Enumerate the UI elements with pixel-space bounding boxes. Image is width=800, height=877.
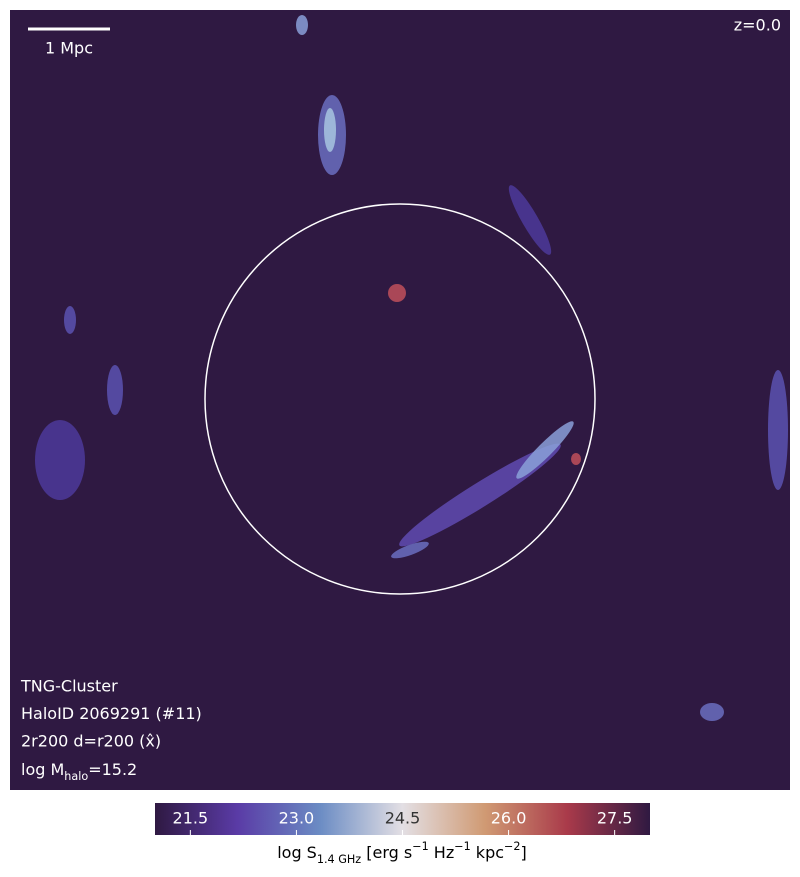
source [388, 284, 406, 302]
colorbar-tick-label: 23.0 [279, 809, 315, 828]
label-part: ] [521, 843, 527, 862]
colorbar-tick-label: 21.5 [173, 809, 209, 828]
info-line: TNG-Cluster [20, 677, 118, 696]
filament [107, 365, 123, 415]
colorbar [155, 803, 650, 835]
filament [508, 185, 552, 255]
label-part: 1.4 GHz [317, 853, 361, 866]
redshift: z=0.0 [734, 16, 781, 35]
r200-circle [204, 203, 596, 595]
source [571, 453, 581, 465]
emission-features [35, 15, 788, 721]
label-part: kpc [471, 843, 504, 862]
filament [768, 370, 788, 490]
colorbar-tick-label: 27.5 [597, 809, 633, 828]
filament [324, 108, 336, 152]
colorbar-tick-label: 26.0 [491, 809, 527, 828]
label-part: [erg s [361, 843, 412, 862]
scale-label: 1 Mpc [45, 39, 93, 58]
colorbar-label: log S1.4 GHz [erg s−1 Hz−1 kpc−2] [277, 840, 527, 866]
blob [296, 15, 308, 35]
label-part: −1 [412, 840, 429, 853]
info-line: 2r200 d=r200 (x̂) [21, 732, 161, 751]
info-line: HaloID 2069291 (#11) [21, 704, 202, 723]
label-part: halo [64, 770, 88, 783]
blob [391, 541, 429, 559]
blob [64, 306, 76, 334]
relic [516, 421, 574, 479]
label-part: log S [277, 843, 317, 862]
label-part: =15.2 [88, 760, 137, 779]
map-panel [10, 10, 790, 790]
blob [700, 703, 724, 721]
colorbar-ticks: 21.5 23.0 24.5 26.0 27.5 [173, 809, 633, 835]
label-part: log M [21, 760, 64, 779]
info-box: TNG-Cluster HaloID 2069291 (#11) 2r200 d=r… [20, 677, 202, 751]
label-part: −2 [504, 840, 521, 853]
label-part: −1 [454, 840, 471, 853]
mass-label: log Mhalo=15.2 [21, 760, 137, 783]
filament [35, 420, 85, 500]
label-part: Hz [429, 843, 455, 862]
colorbar-tick-label: 24.5 [385, 809, 421, 828]
